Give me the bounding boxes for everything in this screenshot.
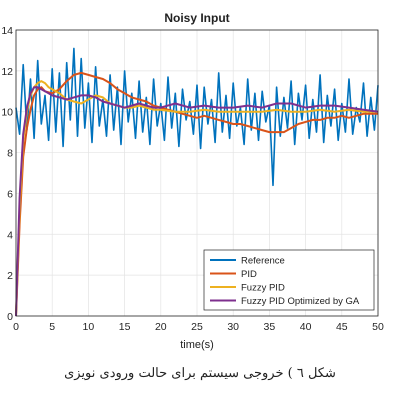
- y-tick-label: 0: [7, 311, 13, 323]
- axis-ticks: 0 5 10 15 20 25 30 35 40 45 50 0 2 4 6 8 10 12 14: [1, 25, 384, 333]
- y-tick-label: 12: [1, 66, 13, 78]
- y-tick-label: 2: [7, 270, 13, 282]
- series-line-pid: [15, 71, 378, 317]
- x-tick-label: 0: [13, 321, 19, 333]
- x-tick-label: 15: [119, 321, 131, 333]
- x-tick-label: 25: [191, 321, 203, 333]
- series-line-reference: [15, 47, 379, 187]
- x-tick-label: 5: [49, 321, 55, 333]
- legend-label: Reference: [241, 256, 285, 267]
- y-tick-label: 8: [7, 148, 13, 160]
- y-tick-label: 14: [1, 25, 13, 37]
- x-tick-label: 45: [336, 321, 348, 333]
- chart-title: Noisy Input: [164, 11, 229, 25]
- legend-label: PID: [241, 269, 257, 280]
- y-tick-label: 10: [1, 107, 13, 119]
- series-line-fuzzy-pid-optimized-by-ga: [15, 86, 379, 317]
- figure-caption: شکل ٦ ) خروجی سیستم برای حالت ورودی نویز…: [64, 366, 336, 381]
- legend: Reference PID Fuzzy PID Fuzzy PID Optimized…: [203, 249, 375, 311]
- x-axis-label: time(s): [180, 339, 214, 351]
- plot-frame: [15, 29, 379, 317]
- x-tick-label: 20: [155, 321, 167, 333]
- x-tick-label: 30: [227, 321, 239, 333]
- x-tick-label: 40: [300, 321, 312, 333]
- legend-label: Fuzzy PID Optimized by GA: [241, 296, 360, 307]
- x-tick-label: 10: [83, 321, 95, 333]
- series-lines: [15, 47, 379, 317]
- x-tick-label: 35: [264, 321, 276, 333]
- legend-label: Fuzzy PID: [241, 283, 285, 294]
- y-tick-label: 4: [7, 229, 13, 241]
- y-tick-label: 6: [7, 188, 13, 200]
- x-tick-label: 50: [372, 321, 384, 333]
